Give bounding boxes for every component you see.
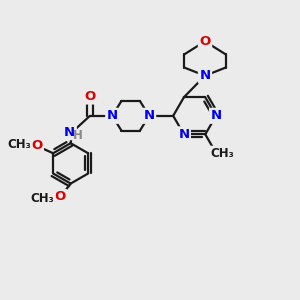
Text: N: N xyxy=(143,109,155,122)
Text: CH₃: CH₃ xyxy=(210,147,234,160)
Text: O: O xyxy=(200,35,211,48)
Text: O: O xyxy=(84,90,96,103)
Text: O: O xyxy=(55,190,66,203)
Text: O: O xyxy=(31,139,42,152)
Text: H: H xyxy=(73,129,82,142)
Text: N: N xyxy=(200,69,211,82)
Text: N: N xyxy=(178,128,189,141)
Text: CH₃: CH₃ xyxy=(7,138,31,151)
Text: CH₃: CH₃ xyxy=(31,192,54,205)
Text: N: N xyxy=(210,109,221,122)
Text: N: N xyxy=(107,109,118,122)
Text: N: N xyxy=(64,126,75,139)
